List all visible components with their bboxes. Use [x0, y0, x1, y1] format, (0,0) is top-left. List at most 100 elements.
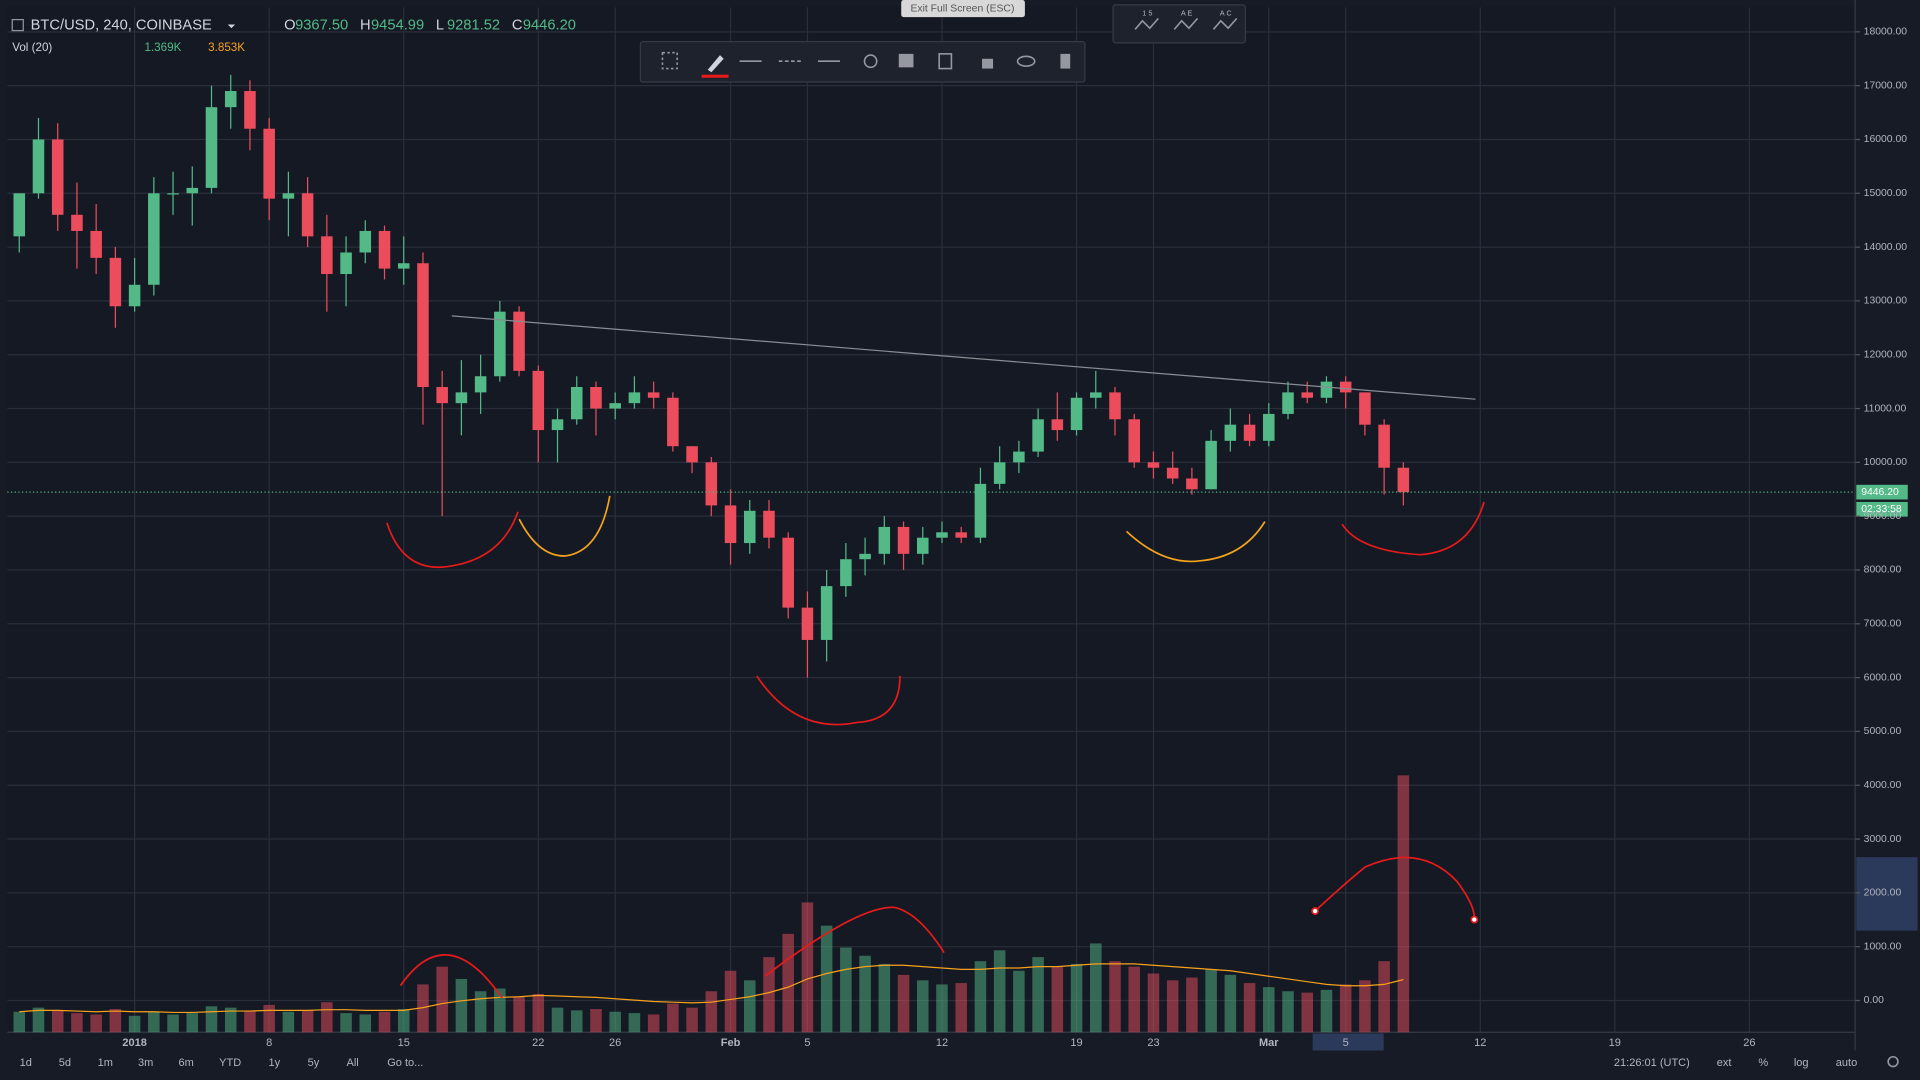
candle-body: [801, 607, 814, 640]
volume-bar: [321, 1002, 333, 1033]
x-tick-label: 2018: [122, 1037, 147, 1049]
arc-drawing[interactable]: [399, 953, 503, 999]
last-price-box: [1856, 484, 1908, 500]
volume-bar: [90, 1014, 102, 1033]
range-button[interactable]: 1d: [20, 1057, 32, 1069]
collapse-icon[interactable]: [11, 18, 24, 32]
volume-bar: [1070, 963, 1083, 1033]
volume-bar: [974, 961, 987, 1033]
range-button[interactable]: 5y: [308, 1057, 320, 1069]
trend-line[interactable]: [451, 315, 1476, 400]
candle-body: [90, 230, 102, 258]
arc-drawing[interactable]: [1314, 856, 1476, 920]
arc-drawing[interactable]: [1341, 501, 1485, 556]
settings-icon[interactable]: [1887, 1055, 1899, 1068]
y-tick-label: 9000.00: [1864, 511, 1902, 522]
clone-tool[interactable]: [938, 53, 953, 70]
candle-body: [609, 403, 621, 409]
x-tick-label: 26: [609, 1037, 621, 1049]
volume-ma-line: [19, 963, 1404, 1014]
range-button[interactable]: 1y: [268, 1057, 280, 1069]
y-tick-label: 11000.00: [1864, 403, 1907, 414]
range-button[interactable]: All: [347, 1057, 359, 1069]
volume-bar: [359, 1014, 372, 1033]
candle-body: [282, 193, 295, 199]
range-button[interactable]: Go to...: [387, 1057, 423, 1069]
pattern-toolbar: 1 5 A E A C: [1112, 4, 1246, 44]
candle-body: [263, 128, 275, 199]
x-tick-label: 15: [398, 1037, 410, 1049]
candle-body: [321, 236, 333, 274]
candle-body: [13, 193, 26, 237]
scale-option[interactable]: auto: [1836, 1057, 1857, 1069]
lock-tool[interactable]: [982, 58, 994, 69]
volume-bar: [1339, 984, 1352, 1033]
arc-drawing[interactable]: [764, 906, 945, 977]
exit-fullscreen-badge[interactable]: [901, 0, 1025, 18]
candle-body: [301, 193, 314, 237]
range-button[interactable]: 5d: [59, 1057, 71, 1069]
dropdown-arrow[interactable]: [227, 24, 236, 29]
exit-fullscreen[interactable]: Exit Full Screen (ESC): [910, 3, 1014, 14]
fill-tool[interactable]: [898, 53, 914, 68]
range-button[interactable]: 1m: [98, 1057, 113, 1069]
drawing-handle[interactable]: [1470, 915, 1479, 924]
range-button[interactable]: 6m: [178, 1057, 193, 1069]
pattern-label[interactable]: 1 5: [1142, 8, 1152, 17]
candle-body: [513, 311, 525, 371]
pattern-icon[interactable]: [1173, 17, 1199, 30]
volume-bar: [51, 1010, 64, 1033]
scale-option[interactable]: log: [1794, 1057, 1809, 1069]
x-tick-label: 19: [1070, 1037, 1082, 1049]
candle-body: [1186, 478, 1198, 490]
range-button[interactable]: YTD: [219, 1057, 241, 1069]
scale-option[interactable]: %: [1758, 1057, 1768, 1069]
candle-body: [1051, 419, 1064, 431]
ohlc-value: 9367.50: [295, 18, 348, 34]
arc-drawing[interactable]: [1125, 521, 1266, 563]
indicator-name[interactable]: Vol (20): [12, 41, 52, 54]
volume-bar: [878, 963, 891, 1033]
pattern-label[interactable]: A C: [1220, 8, 1233, 17]
select-tool[interactable]: [661, 51, 678, 70]
last-price-label: 9446.20: [1861, 487, 1899, 498]
pattern-label[interactable]: A E: [1181, 8, 1193, 17]
volume-bar: [109, 1009, 122, 1033]
symbol[interactable]: BTC/USD, 240, COINBASE: [31, 18, 212, 34]
y-tick-label: 10000.00: [1864, 457, 1908, 468]
drawing-handle[interactable]: [1311, 907, 1320, 915]
pattern-icon[interactable]: [1134, 17, 1159, 30]
arc-drawing[interactable]: [518, 495, 611, 557]
countdown-box: [1856, 501, 1908, 517]
indicator-value: 3.853K: [208, 41, 245, 54]
volume-bar: [1205, 969, 1217, 1033]
candle-body: [359, 230, 372, 253]
range-button[interactable]: 3m: [138, 1057, 153, 1069]
x-tick-label: Feb: [721, 1037, 741, 1049]
candle-body: [878, 526, 891, 554]
candle-body: [1243, 424, 1256, 441]
volume-bar: [551, 1007, 564, 1033]
candle-body: [71, 214, 83, 231]
delete-tool[interactable]: [1060, 53, 1071, 69]
volume-bar: [13, 1011, 26, 1033]
arc-drawing[interactable]: [386, 511, 519, 568]
arc-drawing[interactable]: [756, 675, 901, 726]
visibility-tool[interactable]: [1016, 55, 1036, 67]
volume-bar: [378, 1011, 391, 1033]
scale-option[interactable]: ext: [1717, 1057, 1732, 1069]
pattern-icon[interactable]: [1212, 17, 1238, 30]
settings[interactable]: [863, 54, 878, 69]
volume-bar: [1320, 989, 1333, 1033]
candle-body: [532, 370, 545, 431]
candle-body: [1263, 413, 1275, 441]
countdown: 02:33:58: [1861, 504, 1902, 515]
x-tick-label: 23: [1147, 1037, 1159, 1049]
candle-body: [1320, 381, 1333, 398]
candle-body: [667, 397, 679, 447]
volume-bar: [1359, 980, 1371, 1033]
pencil-tool[interactable]: [707, 55, 724, 73]
drawings: [386, 315, 1485, 999]
volume-bar: [474, 991, 487, 1033]
